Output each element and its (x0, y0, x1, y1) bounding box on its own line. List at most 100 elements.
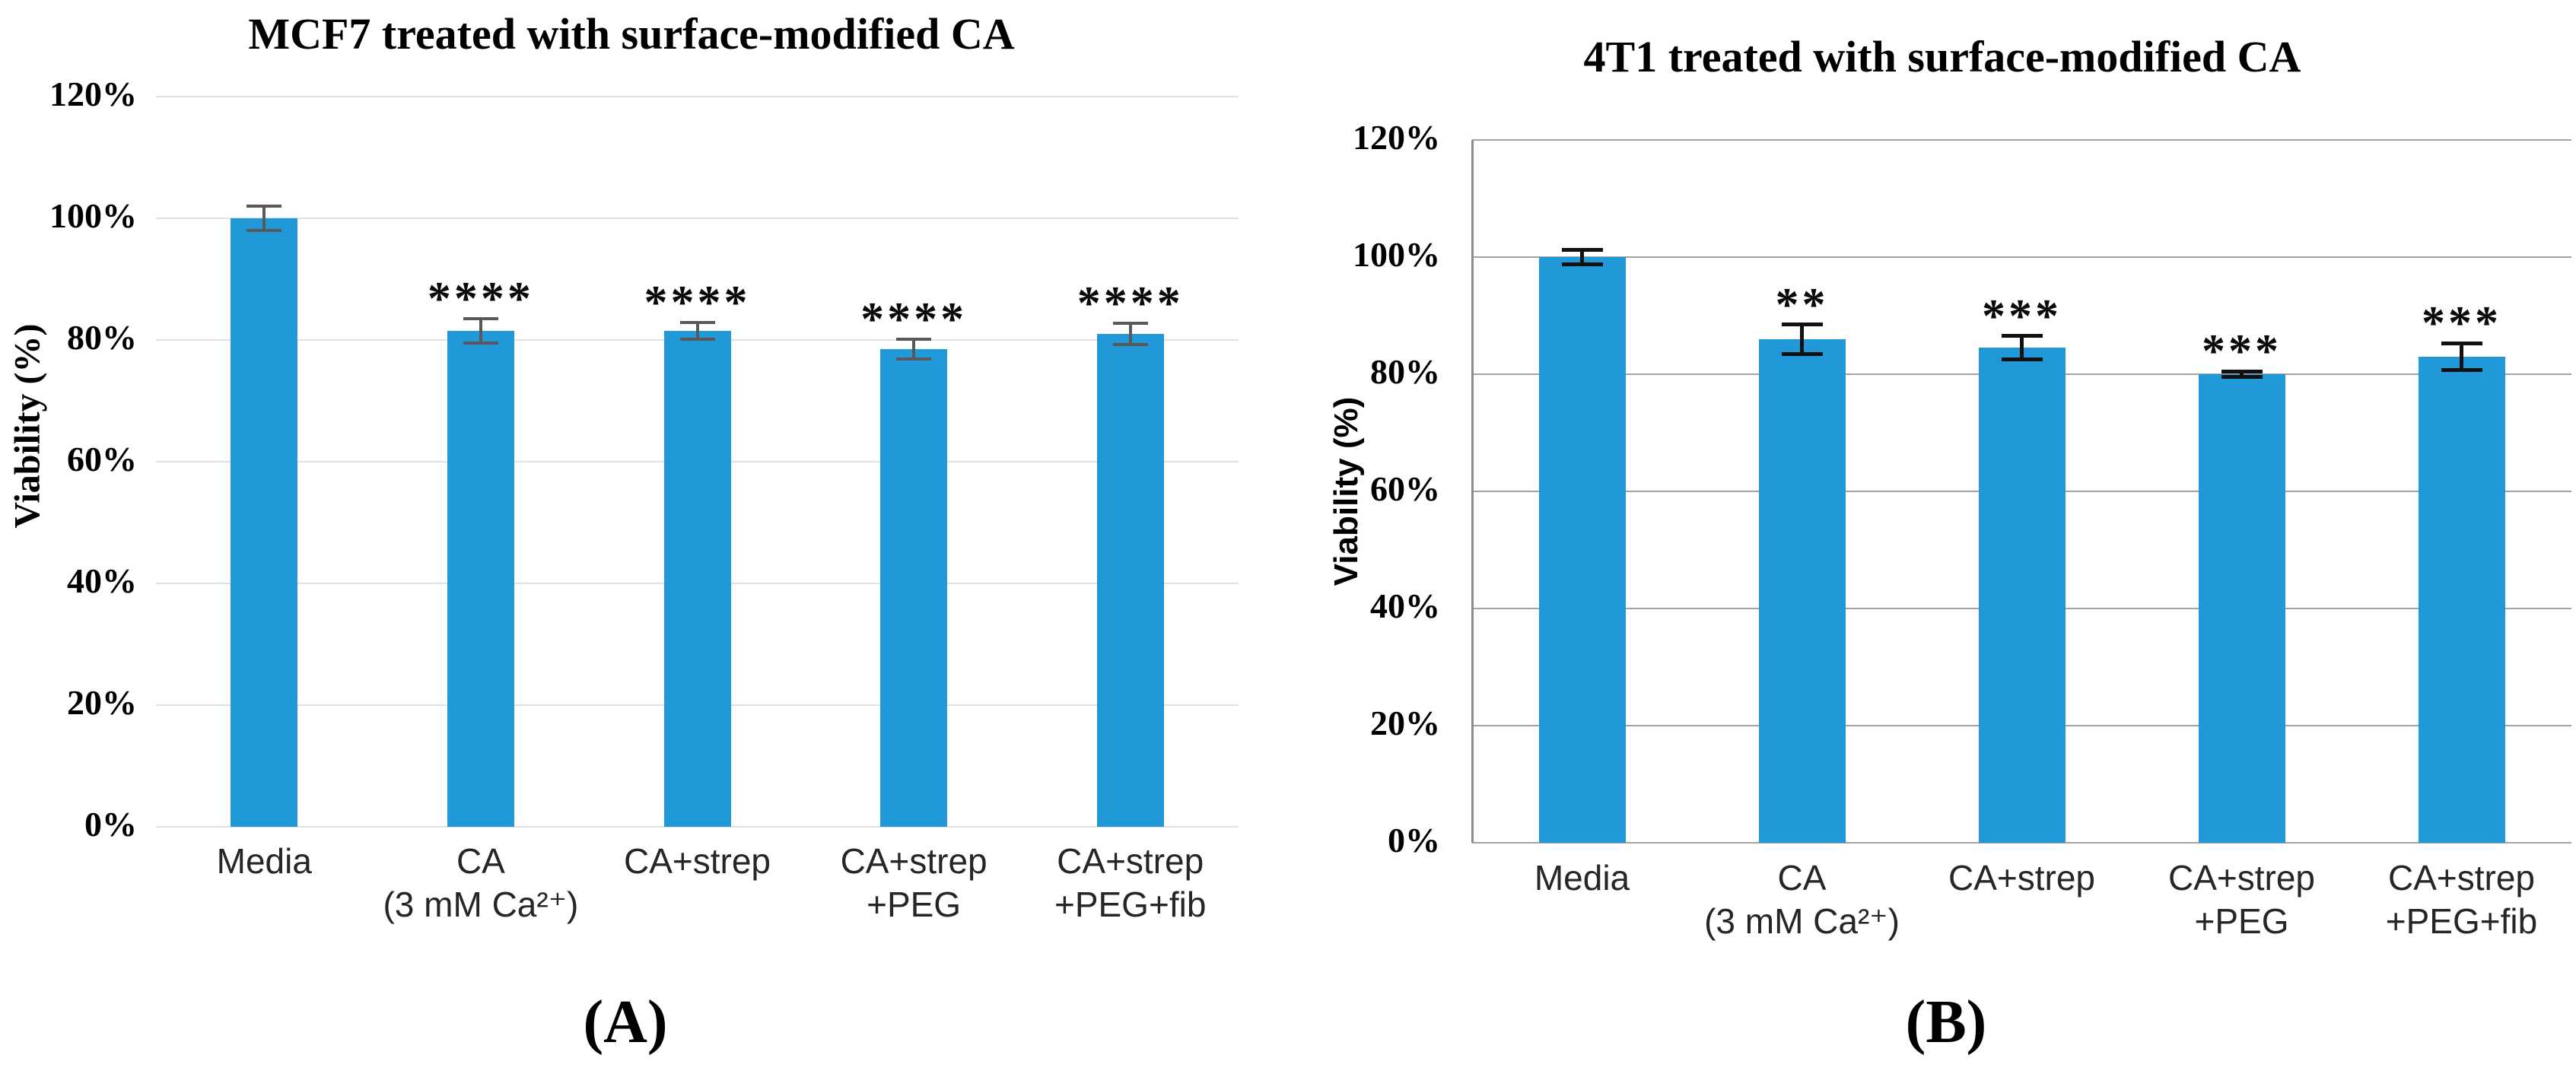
bar (1978, 348, 2066, 843)
error-bar-cap (2001, 334, 2043, 338)
y-tick-label: 60% (1370, 469, 1440, 509)
error-bar-line (2020, 335, 2024, 360)
error-bar-cap (2441, 368, 2482, 373)
x-tick-label: CA (3 mM Ca²⁺) (313, 840, 648, 926)
error-bar-line (1800, 324, 1804, 354)
error-bar-cap (1112, 343, 1148, 347)
gridline (1472, 724, 2571, 727)
plot-area (156, 97, 1239, 827)
error-bar-line (912, 339, 916, 359)
bar (1758, 338, 1846, 843)
error-bar-cap (2221, 375, 2263, 380)
gridline (156, 583, 1239, 584)
significance-stars: **** (860, 294, 968, 346)
error-bar-cap (679, 338, 715, 342)
gridline (156, 96, 1239, 97)
x-tick-label: CA+strep +PEG (746, 840, 1081, 926)
x-tick-label: CA+strep +PEG+fib (2295, 856, 2576, 943)
bar (1096, 334, 1164, 827)
gridline (156, 339, 1239, 341)
x-tick-line: CA+strep (2167, 858, 2316, 898)
x-tick-label: Media (1415, 856, 1750, 900)
y-axis-title: Viability (%) (1328, 396, 1365, 586)
y-tick-label: 80% (1370, 352, 1440, 392)
gridline (156, 704, 1239, 706)
x-tick-line: CA+strep (623, 841, 771, 881)
gridline (1472, 607, 2571, 610)
x-tick-line: +PEG+fib (1054, 885, 1207, 924)
error-bar-cap (1781, 323, 1823, 327)
x-tick-line: Media (216, 841, 312, 881)
x-tick-label: CA+strep (1855, 856, 2190, 900)
bar (1538, 257, 1626, 843)
y-tick-label: 120% (1353, 118, 1440, 157)
panel-caption: (B) (1905, 989, 1987, 1056)
error-bar-line (262, 206, 266, 230)
error-bar-cap (2001, 357, 2043, 362)
bar (447, 331, 514, 827)
x-tick-line: +PEG (2194, 901, 2289, 941)
error-bar-cap (1561, 248, 1603, 253)
x-tick-label: CA (3 mM Ca²⁺) (1635, 856, 1970, 943)
error-bar-cap (246, 205, 282, 208)
bar (231, 218, 298, 827)
x-tick-line: (3 mM Ca²⁺) (1704, 901, 1900, 941)
x-tick-line: +PEG+fib (2385, 901, 2538, 941)
y-tick-label: 40% (67, 561, 137, 601)
significance-stars: **** (1077, 277, 1184, 329)
chart-title: MCF7 treated with surface-modified CA (248, 9, 1015, 59)
error-bar-cap (1781, 351, 1823, 356)
significance-stars: *** (2422, 297, 2501, 350)
error-bar-cap (896, 338, 932, 342)
error-bar-cap (896, 357, 932, 361)
gridline (1472, 138, 2571, 141)
x-tick-label: Media (97, 840, 431, 883)
error-bar-cap (1561, 262, 1603, 266)
error-bar-cap (679, 320, 715, 324)
bar (880, 349, 948, 827)
error-bar-line (695, 322, 699, 340)
error-bar-cap (1112, 321, 1148, 325)
error-bar-line (2240, 371, 2244, 377)
x-tick-line: CA+strep (1057, 841, 1204, 881)
significance-stars: *** (1982, 290, 2062, 342)
y-tick-label: 120% (49, 75, 137, 114)
error-bar-cap (246, 229, 282, 232)
x-tick-label: CA+strep (530, 840, 865, 883)
y-axis-line (1471, 140, 1474, 843)
error-bar-cap (463, 342, 498, 345)
y-tick-label: 20% (67, 683, 137, 723)
error-bar-cap (2221, 369, 2263, 373)
y-tick-label: 100% (1353, 235, 1440, 275)
y-tick-label: 60% (67, 440, 137, 479)
x-tick-line: CA+strep (1948, 858, 2096, 898)
bar (2198, 374, 2285, 843)
y-tick-label: 100% (49, 196, 137, 236)
x-tick-line: CA (456, 841, 505, 881)
x-tick-label: CA+strep +PEG (2075, 856, 2409, 943)
y-tick-label: 80% (67, 318, 137, 357)
y-tick-label: 20% (1370, 704, 1440, 743)
significance-stars: **** (427, 273, 534, 325)
x-tick-line: (3 mM Ca²⁺) (383, 885, 579, 924)
chart-title: 4T1 treated with surface-modified CA (1583, 32, 2301, 81)
error-bar-line (479, 319, 482, 343)
significance-stars: **** (644, 276, 751, 329)
y-tick-label: 40% (1370, 586, 1440, 626)
gridline (1472, 841, 2571, 844)
gridline (156, 218, 1239, 219)
error-bar-cap (2441, 341, 2482, 345)
panel-caption: (A) (583, 989, 668, 1056)
error-bar-line (1128, 323, 1132, 345)
gridline (156, 826, 1239, 828)
x-tick-line: CA+strep (2387, 858, 2536, 898)
x-tick-line: +PEG (867, 885, 962, 924)
gridline (1472, 490, 2571, 493)
significance-stars: ** (1775, 278, 1829, 331)
gridline (1472, 256, 2571, 259)
y-tick-label: 0% (84, 805, 137, 844)
x-tick-label: CA+strep +PEG+fib (963, 840, 1298, 926)
